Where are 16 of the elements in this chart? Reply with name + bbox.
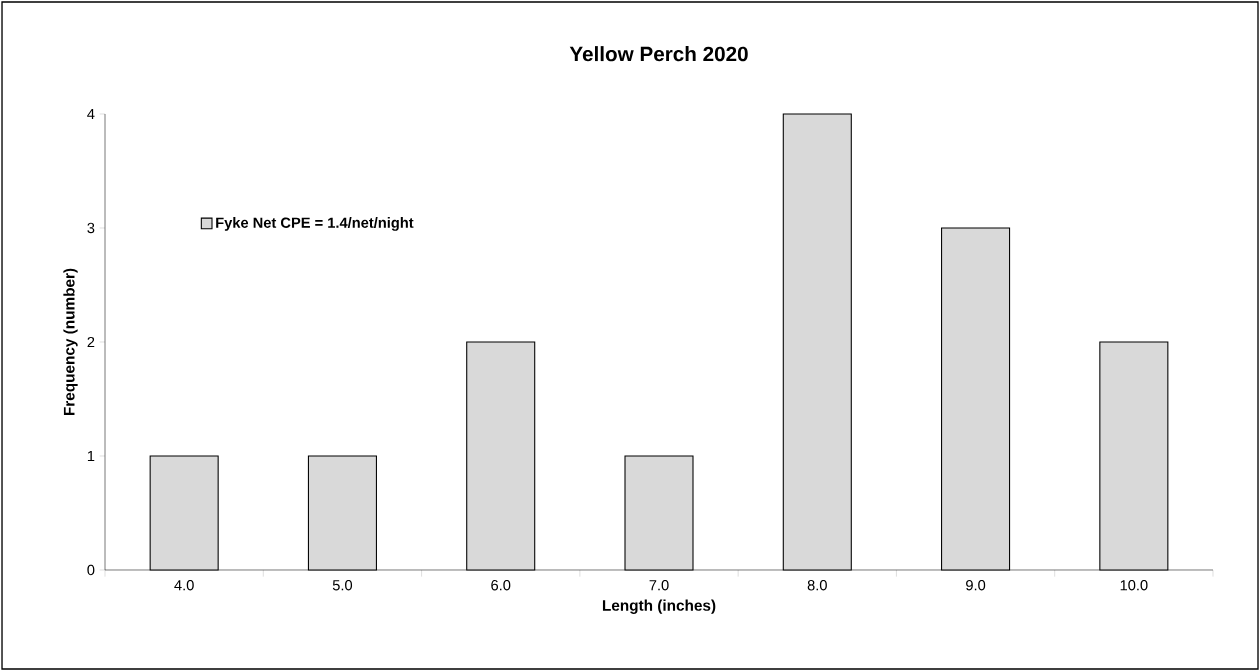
x-tick-label: 5.0 (332, 580, 353, 591)
x-tick-label: 7.0 (649, 580, 669, 591)
x-axis-title: Length (inches) (602, 599, 716, 614)
x-tick-label: 10.0 (1120, 580, 1148, 591)
x-tick-label: 9.0 (966, 580, 986, 591)
y-tick-label: 0 (87, 564, 95, 576)
chart-title: Yellow Perch 2020 (569, 46, 748, 62)
y-tick-label: 3 (87, 222, 95, 234)
x-tick-label: 8.0 (807, 580, 827, 591)
y-tick-label: 2 (87, 336, 95, 348)
legend-label: Fyke Net CPE = 1.4/net/night (216, 217, 414, 231)
x-tick-label: 4.0 (174, 580, 194, 591)
x-tick-label: 6.0 (491, 580, 511, 591)
y-tick-label: 4 (87, 108, 95, 120)
y-axis-title: Frequency (number) (63, 268, 78, 416)
y-tick-label: 1 (87, 450, 95, 462)
